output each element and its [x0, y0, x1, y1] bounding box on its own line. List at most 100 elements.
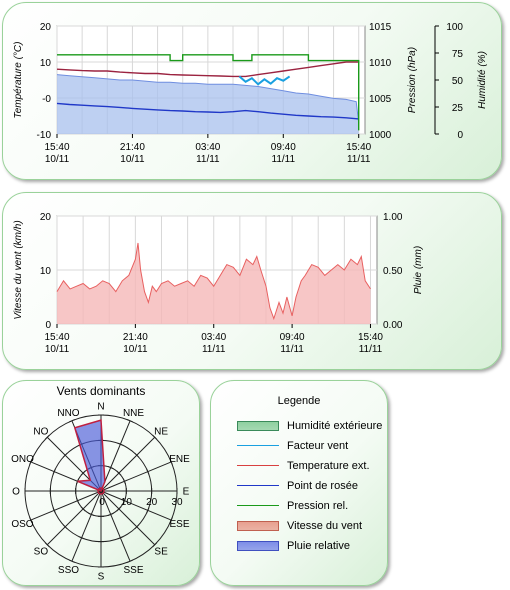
dewpoint-line [56, 102, 359, 120]
x-tick-label: 03:40 [195, 142, 220, 153]
panel-wind-rose: Vents dominants N NNE NE ENE E ESE SE SSE S SSO SO… [2, 380, 200, 586]
humidity-axis-label: Humidité (%) [477, 51, 488, 109]
direction-label: SE [154, 547, 168, 558]
ring-label: 30 [171, 497, 183, 508]
temperature-chart: 20 10 -0 -10 1015 1010 1005 1000 100 75 50 25 0 15:40… [13, 22, 488, 165]
x-tick-label: 09:40 [271, 142, 296, 153]
rose-spoke [100, 420, 131, 492]
rose-ring-tick [116, 470, 122, 476]
rose-spoke [100, 436, 156, 492]
rose-ring-tick [44, 434, 50, 440]
rose-ring-tick [127, 419, 134, 423]
rose-ring-tick [29, 517, 33, 524]
direction-label: ONO [11, 454, 34, 465]
wind-tick-label: 0 [45, 320, 51, 331]
legend-title: Legende [277, 395, 321, 407]
rose-center [97, 487, 105, 495]
rose-ring-tick [134, 524, 140, 530]
temperature-axis-label: Température (°C) [13, 42, 24, 119]
legend-label: Pression rel. [287, 500, 349, 512]
direction-label: N [97, 402, 104, 413]
rose-ring-tick [62, 452, 68, 458]
pressure-tick-label: 1000 [369, 130, 392, 141]
humidity-tick-label: 25 [452, 103, 464, 114]
x-date-label: 10/11 [120, 154, 145, 165]
temperature-tick-label: -0 [42, 94, 51, 105]
direction-label: NNO [57, 408, 79, 419]
wind-axis-label: Vitesse du vent (km/h) [13, 220, 24, 319]
wind-rose-chart: Vents dominants N NNE NE ENE E ESE SE SSE S SSO SO… [11, 384, 190, 583]
rose-ring-tick [152, 434, 158, 440]
rose-ring-tick [134, 452, 140, 458]
direction-label: SSE [124, 565, 144, 576]
x-date-label: 11/11 [347, 154, 371, 165]
rose-area [73, 419, 106, 492]
x-date-label: 11/11 [359, 344, 383, 355]
panel-wind: 20 10 0 1.00 0.50 0.00 15:40 10/11 21:40 10/11 03:… [2, 192, 502, 370]
temperature-tick-label: 20 [40, 22, 52, 33]
direction-label: NO [33, 426, 48, 437]
rose-spoke [46, 490, 102, 546]
rose-ring-tick [169, 517, 173, 524]
rose-ring-tick [80, 470, 86, 476]
rose-ring-tick [146, 468, 150, 475]
pressure-tick-label: 1015 [369, 22, 392, 33]
ring-label: 20 [146, 497, 158, 508]
rose-ring-tick [122, 497, 127, 504]
wind-line [56, 242, 371, 321]
legend-swatch [237, 501, 279, 511]
direction-label: SO [34, 547, 49, 558]
humidity-tick-label: 75 [452, 49, 464, 60]
x-date-label: 10/11 [45, 344, 70, 355]
temperature-line [56, 61, 359, 78]
rose-ring-tick [122, 478, 127, 485]
x-date-label: 11/11 [202, 344, 226, 355]
rose-ring-tick [169, 458, 173, 465]
rose-ring-tick [116, 506, 122, 512]
rain-tick-label: 0.00 [383, 320, 403, 331]
x-date-label: 11/11 [272, 154, 296, 165]
direction-label: NNE [123, 408, 144, 419]
rose-ring-tick [29, 458, 33, 465]
legend-swatch [237, 521, 279, 531]
legend-item: Humidité extérieure [237, 419, 382, 433]
legend-item: Temperature ext. [237, 459, 370, 473]
rose-spoke [100, 490, 156, 546]
x-date-label: 10/11 [123, 344, 148, 355]
rose-ring-tick [107, 465, 114, 470]
legend-swatch [237, 441, 279, 451]
panel-legend: Legende Humidité extérieure Facteur vent T… [210, 380, 388, 586]
x-tick-label: 15:40 [44, 142, 69, 153]
rose-ring-tick [52, 507, 56, 514]
rose-ring-tick [107, 512, 114, 517]
legend-item: Point de rosée [237, 479, 358, 493]
rose-spoke [71, 490, 102, 562]
x-date-label: 11/11 [280, 344, 304, 355]
legend-label: Vitesse du vent [287, 520, 363, 532]
pressure-line [57, 54, 360, 131]
x-tick-label: 21:40 [120, 142, 145, 153]
ring-label-center: 0 [99, 497, 105, 508]
rose-ring-tick [152, 542, 158, 548]
legend-label: Point de rosée [287, 480, 358, 492]
direction-label: ENE [169, 454, 190, 465]
rose-ring-tick [117, 442, 124, 446]
rose-ring-tick [127, 559, 134, 563]
rose-ring-tick [52, 468, 56, 475]
wind-chart: 201001.000.500.0015:4010/1121:4010/1103:… [13, 212, 424, 355]
rose-spoke [100, 490, 131, 562]
temperature-tick-label: 10 [40, 58, 52, 69]
pressure-axis-label: Pression (hPa) [407, 47, 418, 113]
legend-item: Pluie relative [237, 539, 350, 553]
rose-spoke [100, 490, 172, 521]
humidity-tick-label: 50 [452, 76, 464, 87]
windchill-line [238, 75, 291, 86]
temperature-tick-label: -10 [37, 130, 52, 141]
rose-ring-tick [88, 512, 95, 517]
rose-ring-tick [44, 542, 50, 548]
panel-temperature: 20 10 -0 -10 1015 1010 1005 1000 100 75 50 25 0 15:40… [2, 2, 502, 180]
wind-area [57, 243, 371, 324]
ring-label: 10 [121, 497, 133, 508]
legend-swatch [237, 461, 279, 471]
legend-label: Humidité extérieure [287, 420, 383, 432]
